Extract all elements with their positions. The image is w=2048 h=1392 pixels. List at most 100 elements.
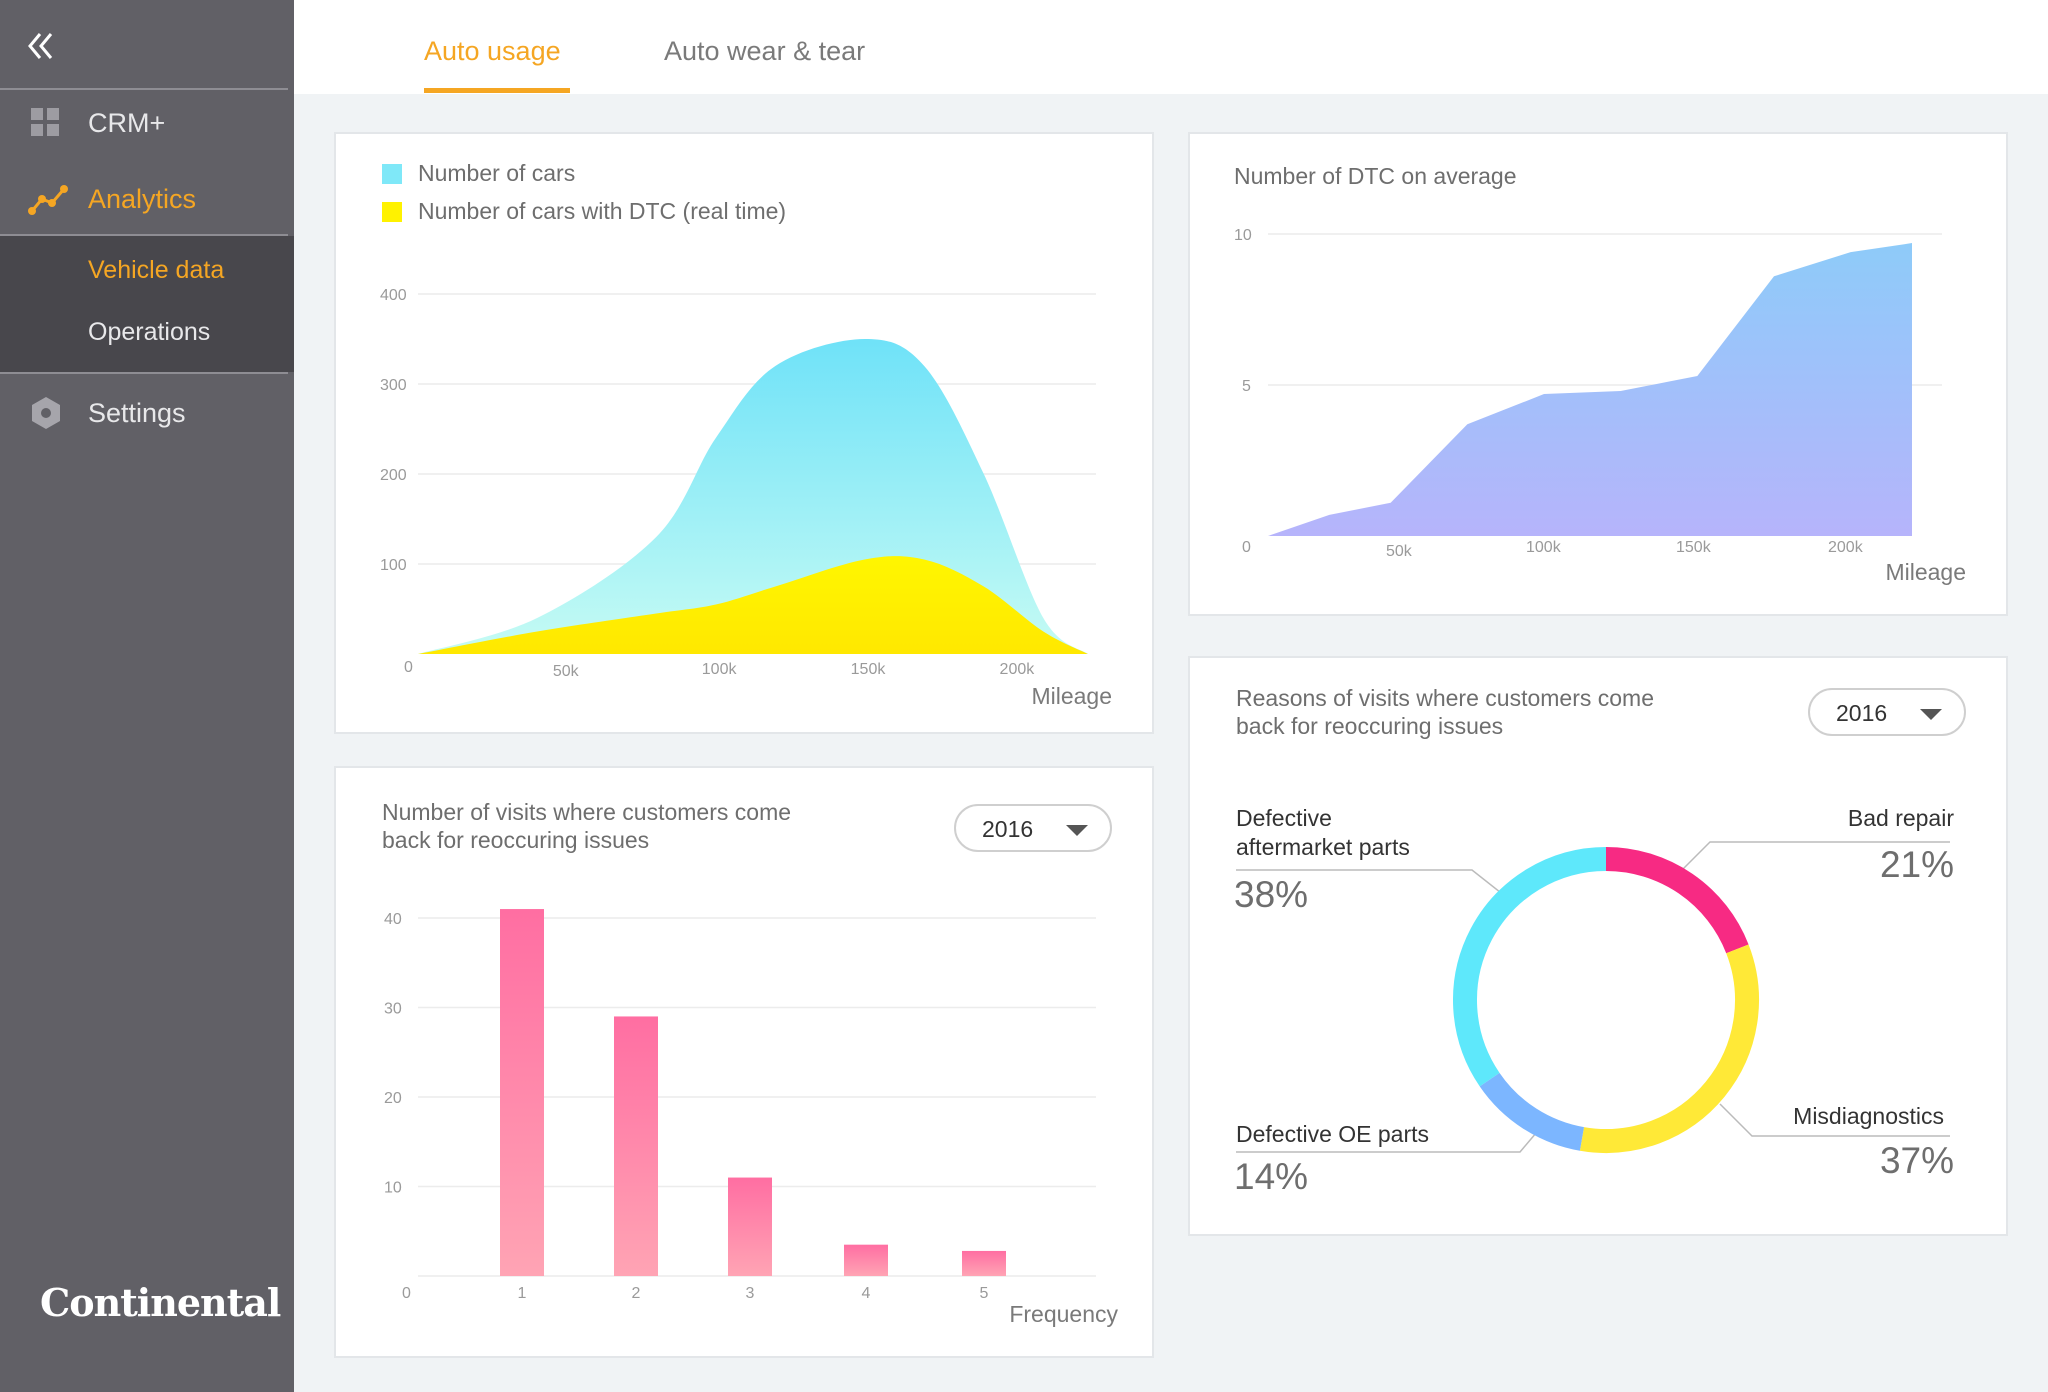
donut-pct-misdiagnostics: 37% bbox=[1879, 1140, 1954, 1181]
sidebar-item-label: Settings bbox=[88, 397, 186, 428]
donut-label-defective-oe: Defective OE parts bbox=[1236, 1121, 1430, 1147]
donut-label-defective-aftermarket: Defective aftermarket parts bbox=[1236, 804, 1410, 862]
sidebar-item-crm[interactable]: CRM+ bbox=[0, 90, 294, 156]
sidebar-divider bbox=[0, 234, 288, 236]
x-tick-label: 200k bbox=[1828, 539, 1864, 556]
chevron-down-icon bbox=[1066, 825, 1088, 836]
reasons-chart-card: Reasons of visits where customers come b… bbox=[1188, 656, 2008, 1236]
donut-label-line: aftermarket parts bbox=[1236, 834, 1410, 860]
donut-slice-bad-repair bbox=[1605, 847, 1749, 954]
leader-line bbox=[1677, 841, 1950, 875]
y-tick-label: 30 bbox=[384, 1001, 402, 1018]
donut-pct-defective-aftermarket: 38% bbox=[1234, 874, 1309, 915]
x-axis-title: Frequency bbox=[1009, 1301, 1118, 1327]
x-tick-label: 4 bbox=[862, 1285, 871, 1302]
y-tick-label: 5 bbox=[1242, 378, 1251, 395]
card-title-line: Number of visits where customers come bbox=[382, 799, 792, 825]
tab-auto-usage[interactable]: Auto usage bbox=[424, 36, 561, 66]
visits-chart-card: Number of visits where customers come ba… bbox=[334, 766, 1154, 1358]
settings-hex-icon bbox=[28, 395, 64, 431]
leader-line bbox=[1236, 869, 1511, 901]
y-tick-label: 300 bbox=[380, 377, 407, 394]
legend-label: Number of cars with DTC (real time) bbox=[418, 198, 787, 224]
donut-pct-defective-oe: 14% bbox=[1234, 1156, 1309, 1197]
analytics-subnav: Vehicle data Operations bbox=[0, 236, 294, 372]
dtc-chart-card: Number of DTC on average 0 5 10 50k 100k 150k… bbox=[1188, 132, 2008, 616]
grid-icon bbox=[28, 105, 64, 141]
donut-label-line: Defective bbox=[1236, 805, 1332, 831]
card-title-line: Reasons of visits where customers come bbox=[1236, 685, 1654, 711]
collapse-sidebar-icon[interactable] bbox=[24, 28, 60, 64]
dtc-area-chart: 0 5 10 50k 100k 150k 200k Mileage bbox=[1234, 227, 1966, 585]
bar-1 bbox=[500, 909, 544, 1276]
x-tick-label: 50k bbox=[553, 663, 580, 680]
donut-label-bad-repair: Bad repair bbox=[1847, 805, 1954, 831]
bar-5 bbox=[962, 1250, 1006, 1276]
subnav-item-vehicle-data[interactable]: Vehicle data bbox=[88, 256, 225, 284]
x-tick-label: 3 bbox=[746, 1285, 755, 1302]
donut-slice-misdiagnostics bbox=[1579, 944, 1759, 1153]
area-series-dtc bbox=[1268, 243, 1912, 536]
x-axis-title: Mileage bbox=[1885, 559, 1966, 585]
card-title-line: back for reoccuring issues bbox=[1236, 713, 1504, 739]
y-tick-label: 0 bbox=[1242, 539, 1251, 556]
donut-pct-bad-repair: 21% bbox=[1879, 844, 1954, 885]
x-axis-title: Mileage bbox=[1031, 683, 1112, 709]
x-tick-label: 200k bbox=[1000, 661, 1036, 678]
usage-chart-card: Number of cars Number of cars with DTC (… bbox=[334, 132, 1154, 734]
donut-slice-defective-oe-parts bbox=[1479, 1072, 1585, 1151]
visits-bar-chart: 0 10 20 30 40 1 2 3 4 5 Frequency bbox=[384, 909, 1118, 1327]
x-tick-label: 100k bbox=[1526, 539, 1562, 556]
analytics-icon bbox=[28, 181, 68, 217]
subnav-item-operations[interactable]: Operations bbox=[88, 318, 211, 346]
dropdown-value: 2016 bbox=[982, 816, 1034, 842]
y-tick-label: 100 bbox=[380, 557, 407, 574]
area-series-2 bbox=[418, 556, 1088, 654]
sidebar-divider bbox=[0, 372, 288, 374]
y-tick-label: 0 bbox=[402, 1285, 411, 1302]
card-title-line: back for reoccuring issues bbox=[382, 827, 650, 853]
sidebar: CRM+ Analytics Vehicle data Operations S… bbox=[0, 0, 294, 1392]
sidebar-item-label: Analytics bbox=[88, 183, 197, 214]
y-tick-label: 400 bbox=[380, 287, 407, 304]
y-tick-label: 40 bbox=[384, 911, 402, 928]
dropdown-value: 2016 bbox=[1836, 700, 1888, 726]
year-dropdown[interactable]: 2016 bbox=[954, 804, 1112, 852]
year-dropdown[interactable]: 2016 bbox=[1808, 688, 1966, 736]
top-tab-bar: Auto usage Auto wear & tear bbox=[294, 0, 2048, 94]
donut-label-misdiagnostics: Misdiagnostics bbox=[1793, 1103, 1944, 1129]
y-tick-label: 10 bbox=[1234, 227, 1252, 244]
sidebar-item-settings[interactable]: Settings bbox=[0, 380, 294, 446]
bar-4 bbox=[844, 1244, 888, 1276]
y-tick-label: 0 bbox=[404, 659, 413, 676]
reasons-donut-chart bbox=[1236, 841, 1950, 1153]
bar-2 bbox=[614, 1016, 658, 1276]
sidebar-divider bbox=[0, 88, 288, 90]
y-tick-label: 10 bbox=[384, 1180, 402, 1197]
sidebar-item-analytics[interactable]: Analytics bbox=[0, 166, 294, 232]
legend-item: Number of cars with DTC (real time) bbox=[382, 198, 786, 225]
card-title: Number of DTC on average bbox=[1234, 163, 1517, 189]
x-tick-label: 50k bbox=[1386, 543, 1413, 560]
card-title: Reasons of visits where customers come b… bbox=[1236, 684, 1654, 740]
sidebar-item-label: CRM+ bbox=[88, 107, 166, 138]
leader-line bbox=[1719, 1103, 1950, 1137]
card-title: Number of visits where customers come ba… bbox=[382, 798, 791, 854]
legend-item: Number of cars bbox=[382, 160, 575, 187]
bar-3 bbox=[728, 1177, 772, 1276]
tab-auto-wear-tear[interactable]: Auto wear & tear bbox=[664, 36, 866, 66]
legend-swatch-yellow bbox=[382, 201, 402, 222]
legend-swatch-cyan bbox=[382, 163, 402, 184]
y-tick-label: 20 bbox=[384, 1090, 402, 1107]
x-tick-label: 1 bbox=[518, 1285, 527, 1302]
donut-slice-defective-aftermarket-parts bbox=[1453, 847, 1607, 1087]
chevron-down-icon bbox=[1920, 709, 1942, 720]
y-tick-label: 200 bbox=[380, 467, 407, 484]
x-tick-label: 150k bbox=[851, 661, 887, 678]
legend-label: Number of cars bbox=[418, 160, 576, 186]
x-tick-label: 5 bbox=[980, 1285, 989, 1302]
x-tick-label: 2 bbox=[632, 1285, 641, 1302]
continental-logo: Continental bbox=[40, 1280, 281, 1325]
usage-area-chart: 0 100 200 300 400 50k 100k 150k 200k Mileage bbox=[380, 287, 1112, 709]
active-tab-indicator bbox=[424, 88, 570, 93]
